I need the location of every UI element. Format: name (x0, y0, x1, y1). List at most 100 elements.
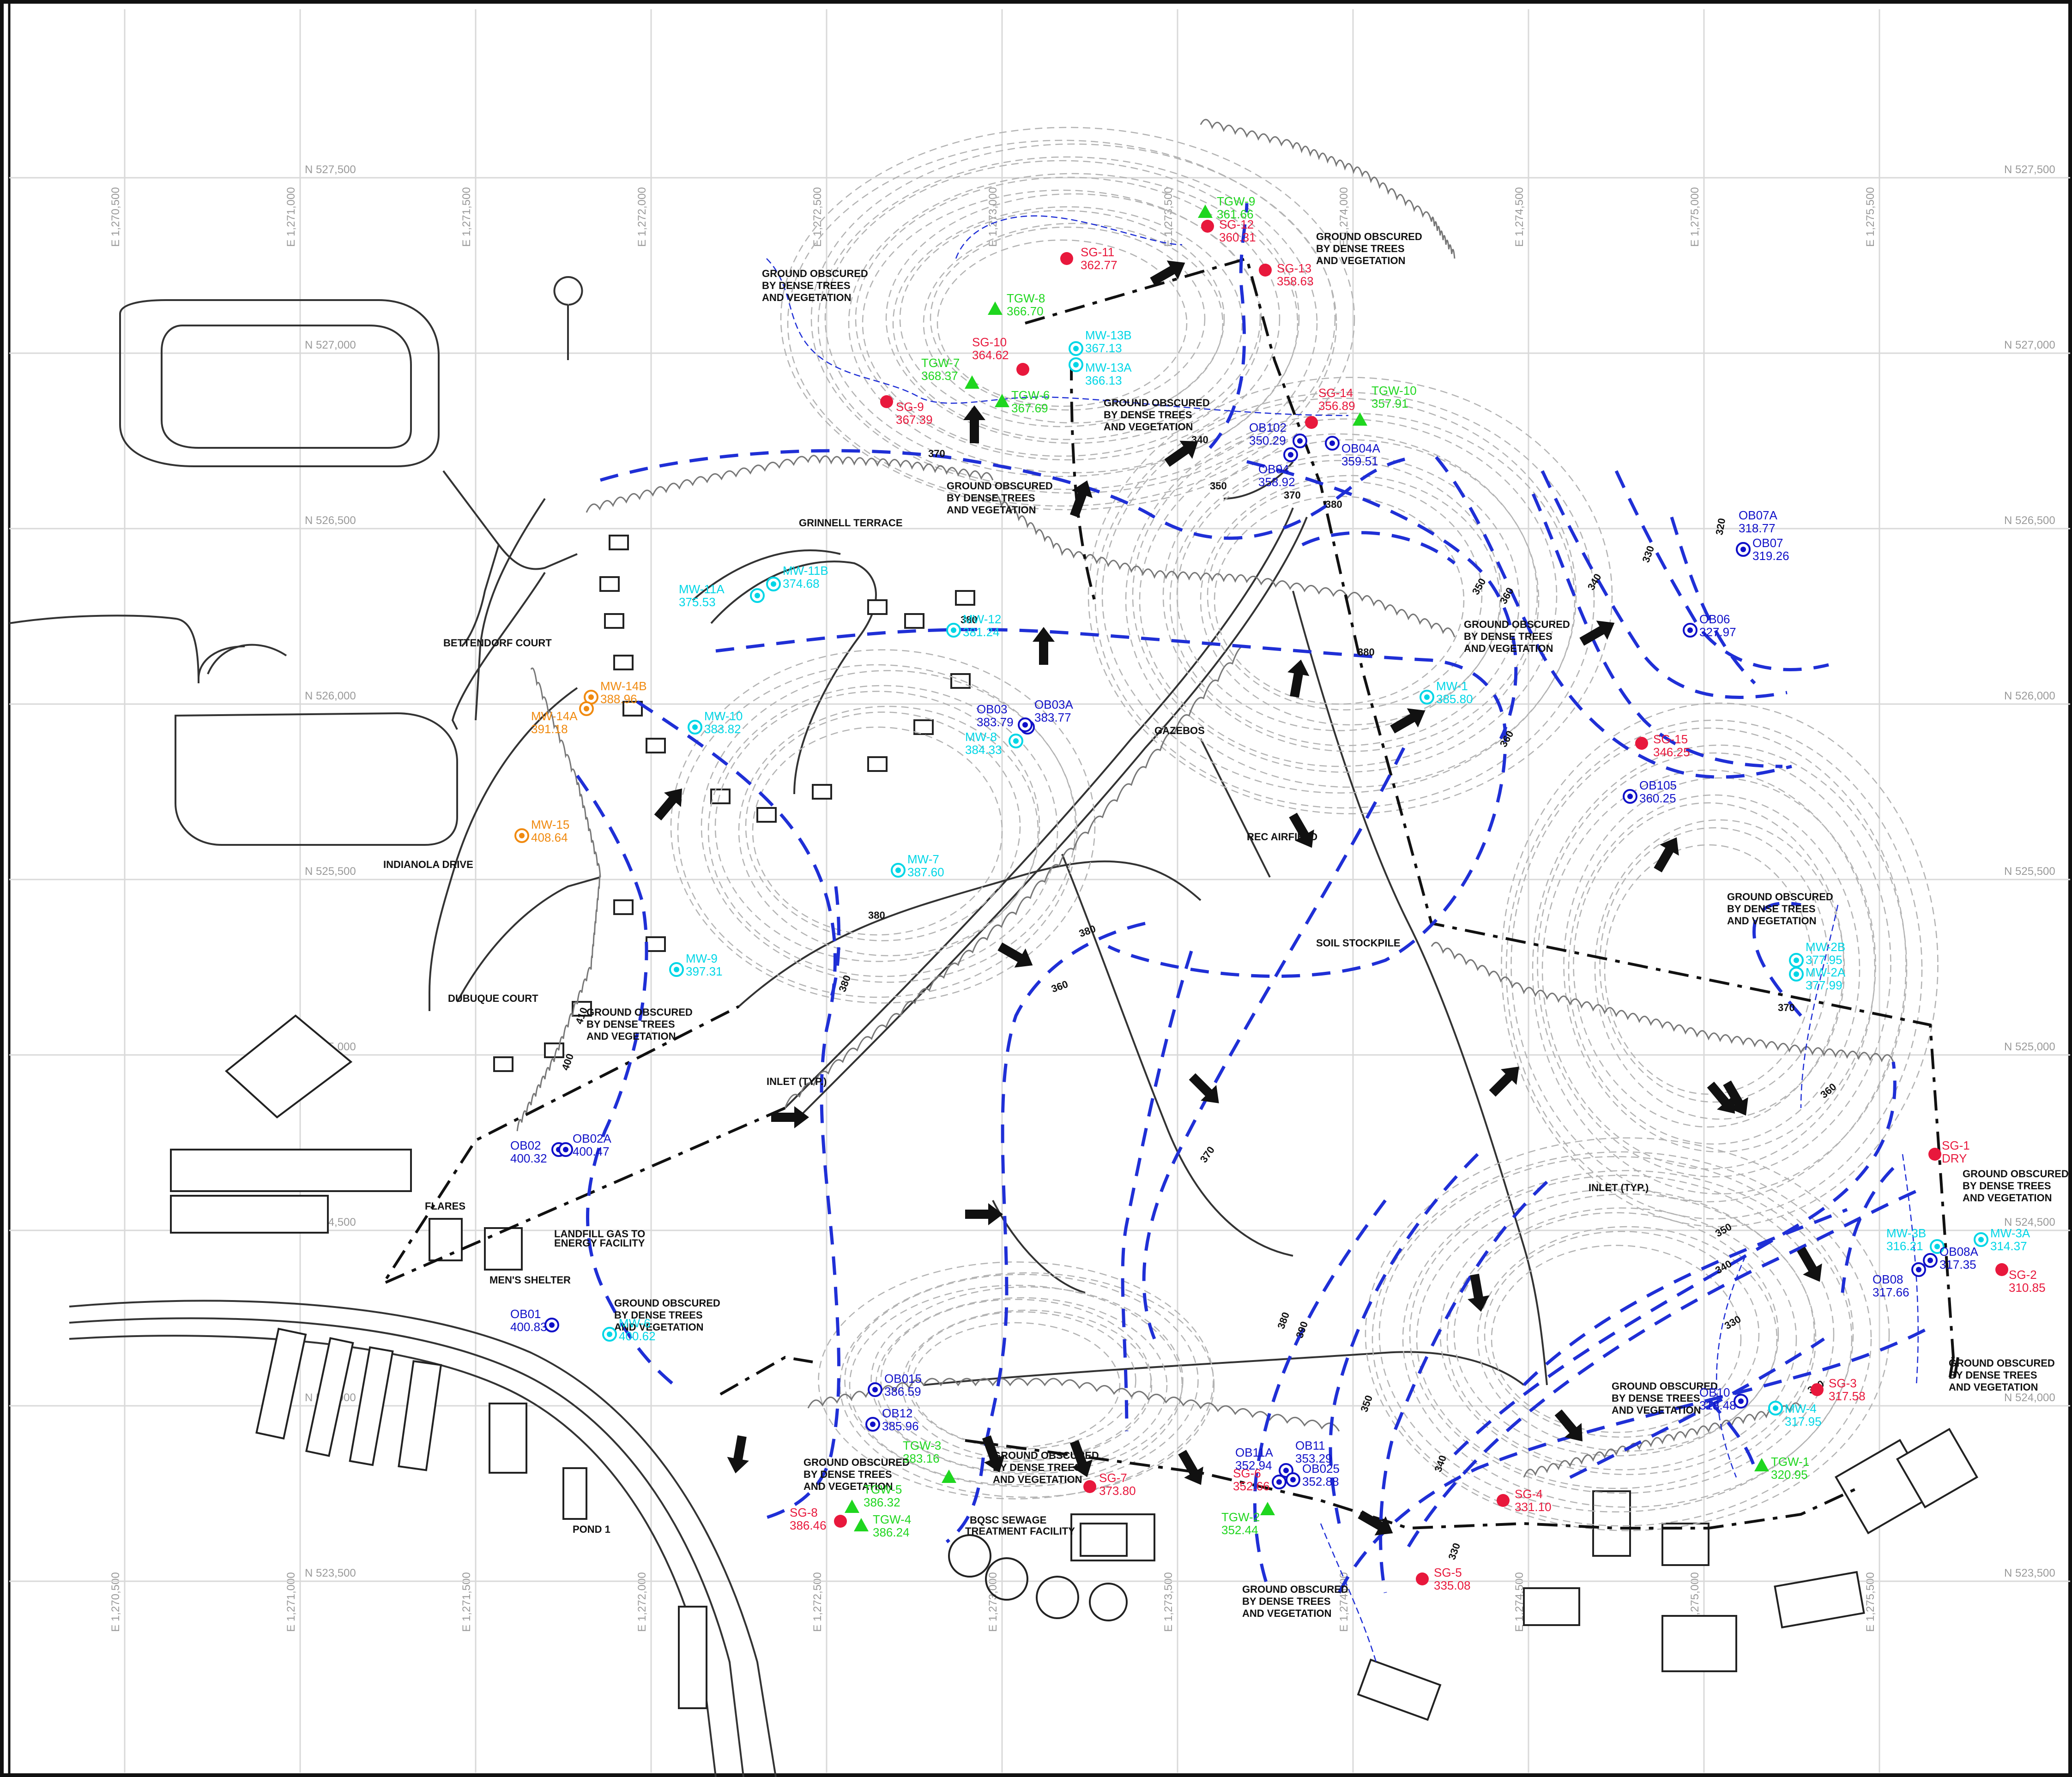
note-obscured-vegetation: BY DENSE TREES (1612, 1392, 1700, 1404)
topo-contour-line (899, 210, 1225, 428)
point-id-label: MW-13B (1085, 328, 1132, 342)
point-id-label: MW-4 (1785, 1402, 1817, 1416)
note-obscured-vegetation: AND VEGETATION (586, 1030, 676, 1042)
grid-easting-label: E 1,271,500 (460, 187, 473, 247)
flow-direction-arrow (1069, 1440, 1093, 1477)
gw-contour-label: 380 (1275, 1311, 1292, 1331)
point-id-label: MW-2A (1806, 965, 1846, 979)
point-id-label: SG-7 (1099, 1471, 1127, 1485)
point-id-label: OB01 (510, 1307, 541, 1321)
staff-gauge-icon (1305, 416, 1318, 429)
point-value-label: 357.91 (1371, 397, 1408, 410)
grid-northing-label: N 523,500 (305, 1567, 356, 1579)
point-id-label: MW-15 (531, 818, 569, 831)
point-value-label: 374.68 (783, 577, 820, 590)
point-id-label: OB11A (1235, 1446, 1274, 1459)
topo-contour-line (1162, 439, 1538, 752)
gw-contour-label: 360 (1050, 978, 1069, 995)
staff-gauge-icon (1201, 220, 1214, 233)
gw-contour-label: 370 (1778, 1002, 1795, 1013)
topo-contour-line (1132, 418, 1558, 773)
topo-contour-line (707, 685, 1058, 977)
map-label: ENERGY FACILITY (554, 1237, 645, 1249)
point-id-label: TGW-9 (1217, 194, 1255, 208)
point-id-label: TGW-6 (1011, 388, 1050, 402)
topo-contour-line (810, 143, 1336, 494)
staff-gauge-icon (1635, 737, 1648, 750)
note-obscured-vegetation: GROUND OBSCURED (803, 1457, 910, 1468)
point-value-label: 310.85 (2009, 1281, 2046, 1295)
tree-line (586, 455, 994, 513)
note-obscured-vegetation: BY DENSE TREES (614, 1309, 703, 1321)
note-obscured-vegetation: GROUND OBSCURED (1316, 231, 1422, 242)
point-id-label: SG-4 (1515, 1487, 1543, 1501)
point-value-label: 383.77 (1034, 711, 1071, 724)
point-id-label: OB07A (1739, 508, 1777, 522)
map-label: REC AIRFIELD (1247, 831, 1317, 843)
staff-gauge-icon (1928, 1148, 1941, 1161)
point-value-label: 335.08 (1434, 1578, 1471, 1592)
